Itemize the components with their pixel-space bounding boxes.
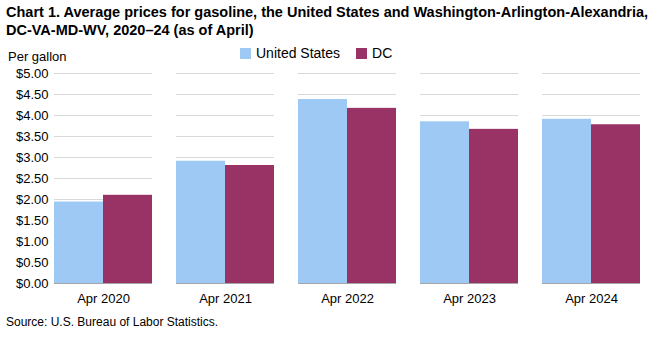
- svg-text:$4.50: $4.50: [16, 87, 49, 102]
- svg-text:Apr 2022: Apr 2022: [321, 291, 374, 306]
- html-text:Source: U.S. Bureau of Labor S: Source: U.S. Bureau of Labor Statistics.: [6, 315, 219, 329]
- svg-text:Apr 2021: Apr 2021: [199, 291, 252, 306]
- svg-text:$4.00: $4.00: [16, 108, 49, 123]
- svg-text:$0.00: $0.00: [16, 276, 49, 291]
- svg-text:$1.00: $1.00: [16, 234, 49, 249]
- html-text:Chart 1. Average prices for ga: Chart 1. Average prices for gasoline, th…: [6, 4, 649, 38]
- svg-text:$3.00: $3.00: [16, 150, 49, 165]
- svg-text:$2.50: $2.50: [16, 171, 49, 186]
- svg-text:$5.00: $5.00: [16, 66, 49, 81]
- svg-text:$2.00: $2.00: [16, 192, 49, 207]
- html-text:United States: United States: [256, 45, 341, 61]
- html-text:DC: DC: [372, 45, 393, 61]
- svg-text:Apr 2024: Apr 2024: [565, 291, 618, 306]
- svg-text:$1.50: $1.50: [16, 213, 49, 228]
- svg-text:Apr 2020: Apr 2020: [77, 291, 130, 306]
- svg-text:$0.50: $0.50: [16, 255, 49, 270]
- html-text:Per gallon: Per gallon: [8, 49, 67, 64]
- svg-text:$3.50: $3.50: [16, 129, 49, 144]
- svg-text:Apr 2023: Apr 2023: [443, 291, 496, 306]
